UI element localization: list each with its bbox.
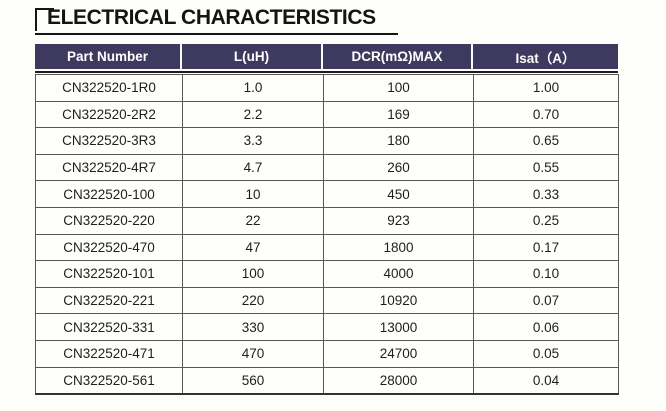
- cell-inductance: 100: [182, 260, 324, 288]
- cell-dcr-max: 28000: [323, 366, 474, 395]
- cell-isat: 0.04: [473, 366, 619, 395]
- cell-dcr-max: 100: [323, 74, 474, 102]
- cell-dcr-max: 450: [323, 180, 474, 208]
- table-row: CN322520-221 220 10920 0.07: [35, 286, 619, 315]
- cell-part-number: CN322520-331: [35, 313, 183, 341]
- table-row: CN322520-220 22 923 0.25: [35, 206, 619, 235]
- column-header-part-number: Part Number: [35, 44, 182, 69]
- cell-isat: 0.17: [473, 233, 619, 262]
- table-row: CN322520-100 10 450 0.33: [35, 180, 619, 208]
- column-header-inductance: L(uH): [182, 44, 323, 69]
- cell-inductance: 47: [182, 233, 324, 262]
- cell-isat: 0.33: [473, 180, 619, 208]
- cell-part-number: CN322520-1R0: [35, 74, 183, 102]
- table-body: CN322520-1R0 1.0 100 1.00 CN322520-2R2 2…: [35, 74, 619, 395]
- cell-isat: 0.07: [473, 286, 619, 315]
- cell-dcr-max: 24700: [323, 339, 474, 368]
- cell-inductance: 22: [182, 206, 324, 235]
- cell-isat: 0.55: [473, 153, 619, 182]
- table-row: CN322520-3R3 3.3 180 0.65: [35, 127, 619, 155]
- cell-inductance: 470: [182, 339, 324, 368]
- cell-isat: 0.65: [473, 127, 619, 155]
- cell-isat: 0.06: [473, 313, 619, 341]
- cell-part-number: CN322520-220: [35, 206, 183, 235]
- cell-isat: 0.70: [473, 100, 619, 129]
- cell-isat: 1.00: [473, 74, 619, 102]
- table-row: CN322520-471 470 24700 0.05: [35, 339, 619, 368]
- cell-isat: 0.25: [473, 206, 619, 235]
- column-header-dcr-max: DCR(mΩ)MAX: [323, 44, 473, 69]
- title-block: ELECTRICAL CHARACTERISTICS: [35, 4, 407, 35]
- cell-part-number: CN322520-100: [35, 180, 183, 208]
- cell-dcr-max: 923: [323, 206, 474, 235]
- title-line: ELECTRICAL CHARACTERISTICS: [35, 4, 407, 32]
- cell-part-number: CN322520-4R7: [35, 153, 183, 182]
- table-row: CN322520-101 100 4000 0.10: [35, 260, 619, 288]
- cell-inductance: 560: [182, 366, 324, 395]
- cell-isat: 0.10: [473, 260, 619, 288]
- cell-part-number: CN322520-221: [35, 286, 183, 315]
- cell-inductance: 1.0: [182, 74, 324, 102]
- cell-dcr-max: 1800: [323, 233, 474, 262]
- page-title: ELECTRICAL CHARACTERISTICS: [47, 6, 376, 29]
- cell-part-number: CN322520-2R2: [35, 100, 183, 129]
- title-underline-divider: [35, 33, 398, 35]
- cell-dcr-max: 10920: [323, 286, 474, 315]
- cell-dcr-max: 260: [323, 153, 474, 182]
- table-body-grid: CN322520-1R0 1.0 100 1.00 CN322520-2R2 2…: [35, 74, 619, 395]
- cell-dcr-max: 180: [323, 127, 474, 155]
- header-divider-rule: [35, 71, 618, 73]
- cell-part-number: CN322520-101: [35, 260, 183, 288]
- cell-inductance: 4.7: [182, 153, 324, 182]
- cell-dcr-max: 13000: [323, 313, 474, 341]
- table-row: CN322520-561 560 28000 0.04: [35, 366, 619, 395]
- table-row: CN322520-470 47 1800 0.17: [35, 233, 619, 262]
- cell-part-number: CN322520-561: [35, 366, 183, 395]
- cell-part-number: CN322520-471: [35, 339, 183, 368]
- cell-isat: 0.05: [473, 339, 619, 368]
- table-row: CN322520-1R0 1.0 100 1.00: [35, 74, 619, 102]
- cell-dcr-max: 169: [323, 100, 474, 129]
- cell-inductance: 3.3: [182, 127, 324, 155]
- cell-dcr-max: 4000: [323, 260, 474, 288]
- cell-part-number: CN322520-3R3: [35, 127, 183, 155]
- electrical-characteristics-table: Part Number L(uH) DCR(mΩ)MAX Isat（A） CN3…: [35, 44, 619, 395]
- column-header-isat: Isat（A）: [515, 50, 576, 66]
- corner-bracket-icon: [35, 8, 54, 31]
- table-row: CN322520-331 330 13000 0.06: [35, 313, 619, 341]
- table-row: CN322520-4R7 4.7 260 0.55: [35, 153, 619, 182]
- cell-inductance: 10: [182, 180, 324, 208]
- table-row: CN322520-2R2 2.2 169 0.70: [35, 100, 619, 129]
- cell-inductance: 330: [182, 313, 324, 341]
- cell-inductance: 220: [182, 286, 324, 315]
- table-header-row: Part Number L(uH) DCR(mΩ)MAX Isat（A）: [35, 44, 618, 69]
- cell-part-number: CN322520-470: [35, 233, 183, 262]
- cell-inductance: 2.2: [182, 100, 324, 129]
